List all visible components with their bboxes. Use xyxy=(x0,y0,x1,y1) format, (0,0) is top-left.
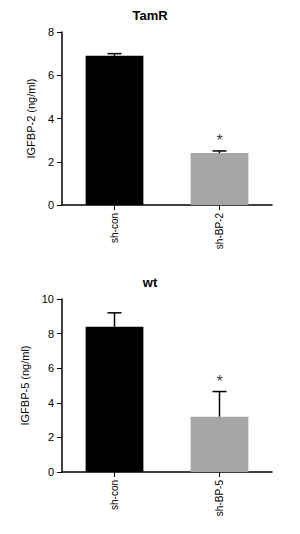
svg-text:IGFBP-5 (ng/ml): IGFBP-5 (ng/ml) xyxy=(19,345,31,425)
svg-text:8: 8 xyxy=(48,328,54,340)
svg-text:sh-BP-5: sh-BP-5 xyxy=(214,480,225,517)
svg-text:10: 10 xyxy=(42,293,54,305)
svg-text:8: 8 xyxy=(48,26,54,38)
svg-text:*: * xyxy=(216,132,222,149)
svg-text:6: 6 xyxy=(48,69,54,81)
svg-text:6: 6 xyxy=(48,362,54,374)
svg-text:IGFBP-2 (ng/ml): IGFBP-2 (ng/ml) xyxy=(25,78,37,158)
svg-text:4: 4 xyxy=(48,397,54,409)
svg-text:sh-con: sh-con xyxy=(109,480,120,510)
svg-text:0: 0 xyxy=(48,199,54,211)
svg-text:2: 2 xyxy=(48,156,54,168)
svg-text:*: * xyxy=(216,373,222,390)
svg-text:TamR: TamR xyxy=(132,8,168,23)
svg-text:sh-con: sh-con xyxy=(109,213,120,243)
svg-text:2: 2 xyxy=(48,431,54,443)
svg-text:0: 0 xyxy=(48,466,54,478)
svg-text:4: 4 xyxy=(48,113,54,125)
svg-text:wt: wt xyxy=(142,275,158,290)
svg-text:sh-BP-2: sh-BP-2 xyxy=(214,213,225,250)
